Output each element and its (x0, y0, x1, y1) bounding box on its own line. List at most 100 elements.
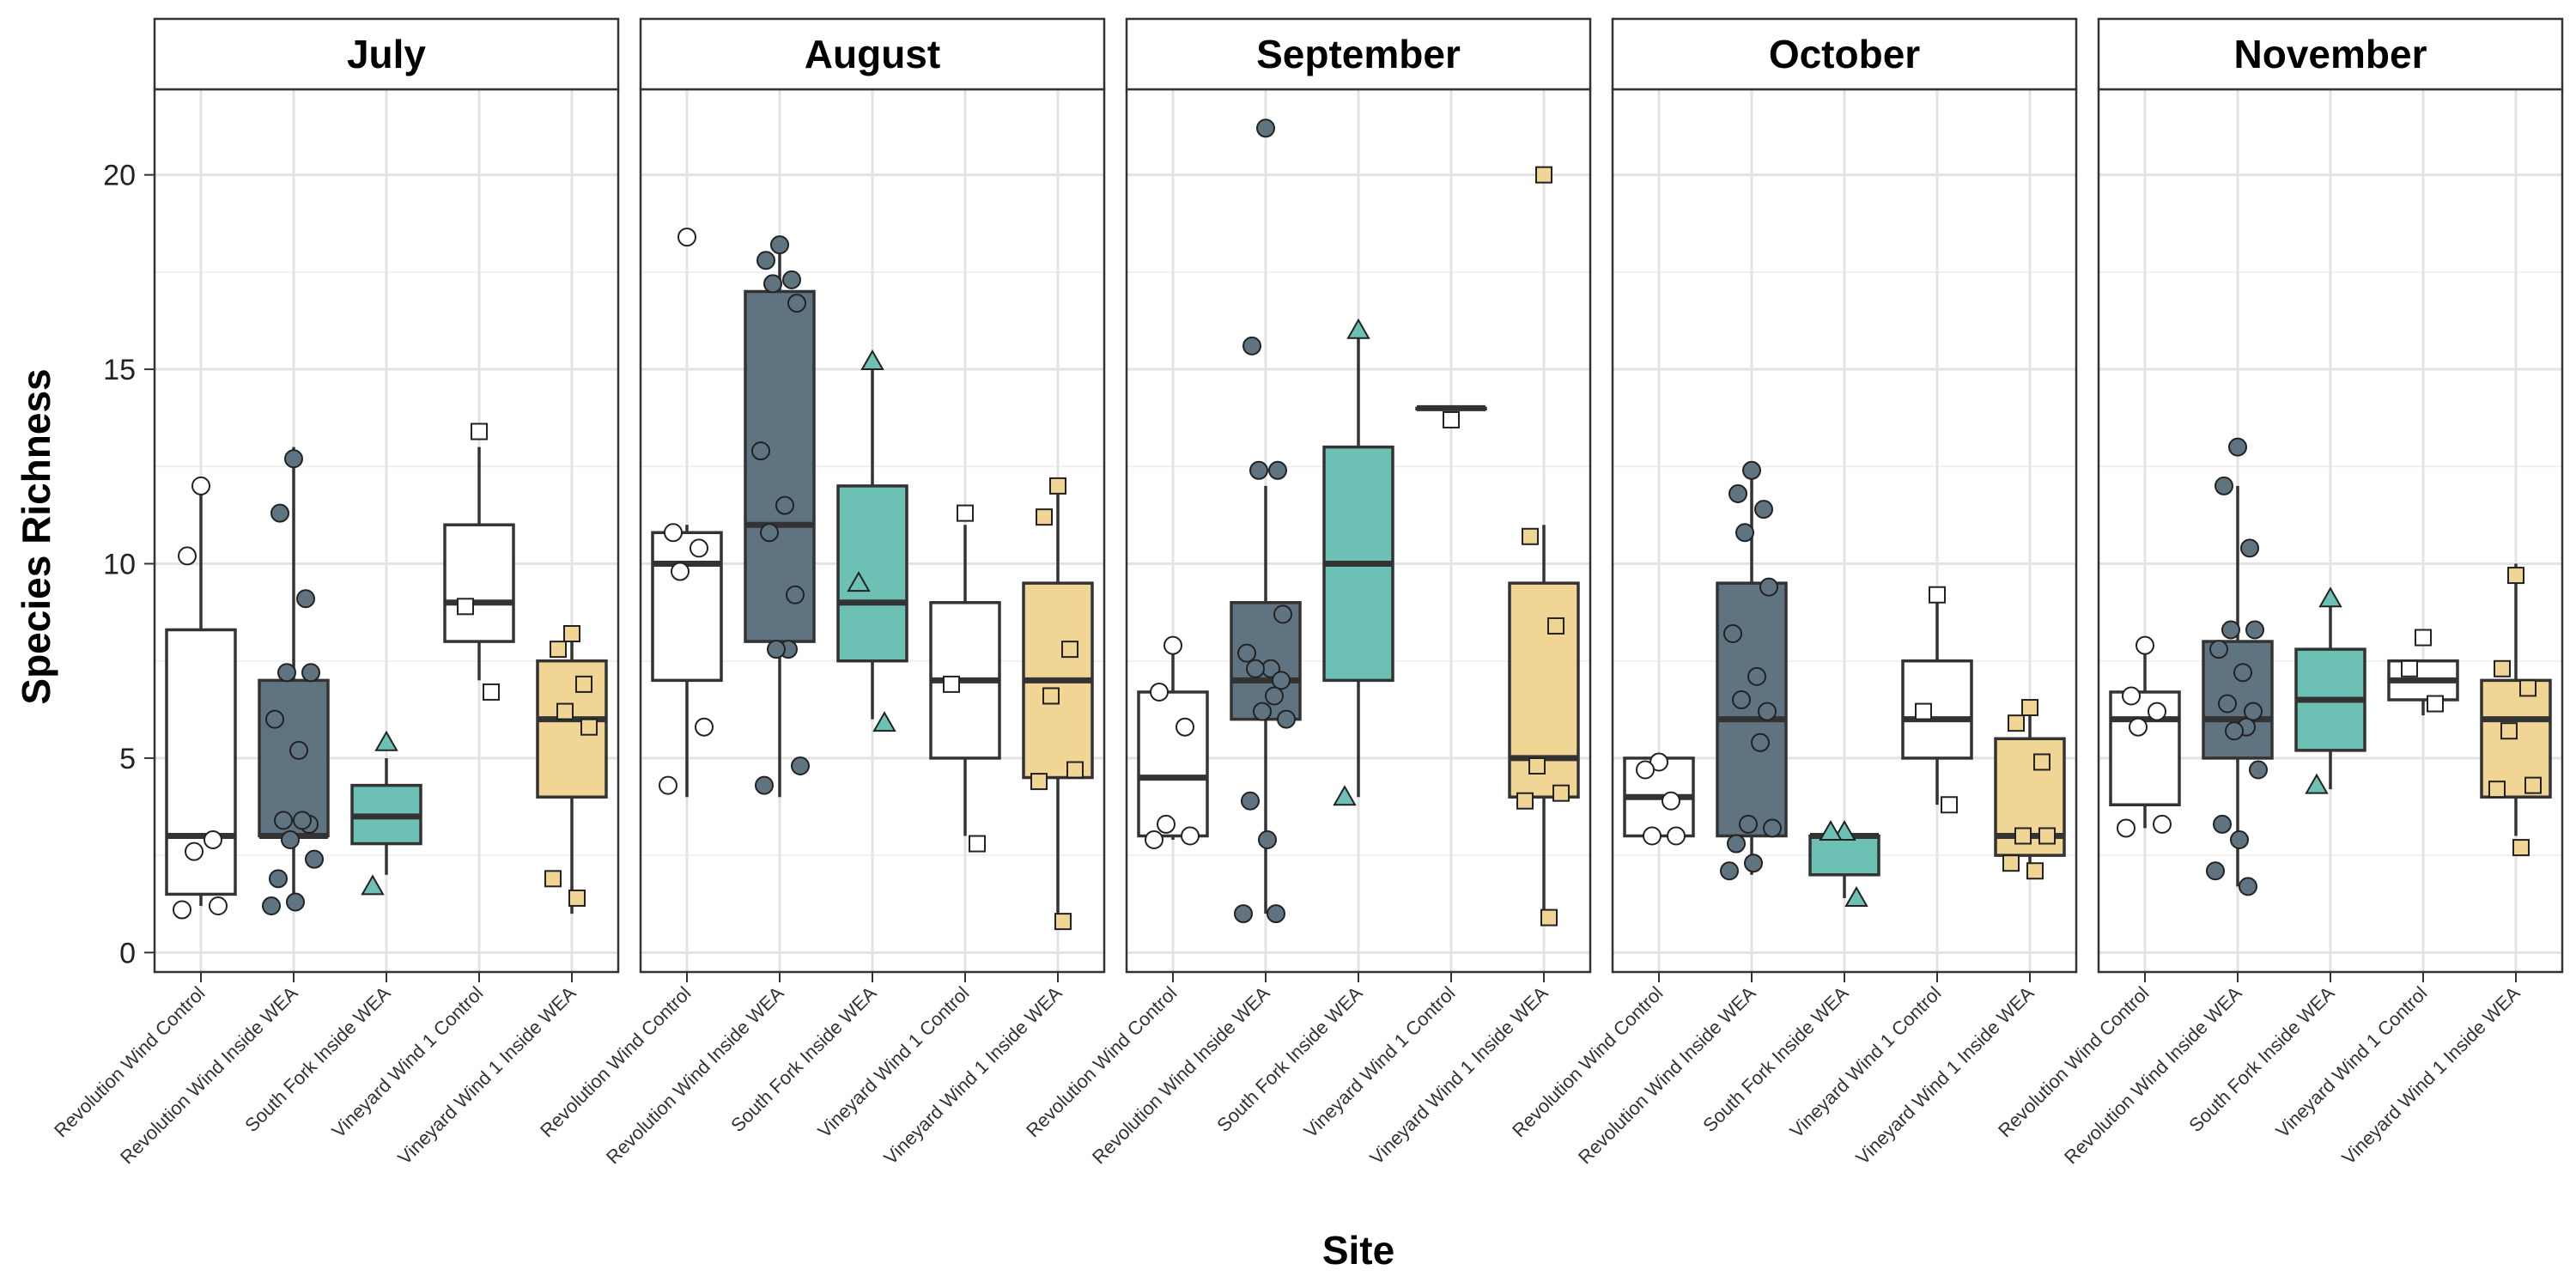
data-point (2014, 827, 2032, 845)
data-point (2038, 827, 2056, 845)
x-tick-label: Vineyard Wind 1 Inside WEA (393, 982, 580, 1169)
box (443, 523, 515, 643)
data-point (1763, 818, 1782, 838)
data-point (550, 641, 567, 659)
data-point (191, 476, 210, 495)
data-point (2507, 567, 2524, 585)
box (2109, 690, 2181, 807)
data-point (763, 274, 782, 294)
data-point (1242, 336, 1261, 355)
data-point (1145, 830, 1163, 850)
data-point (2026, 862, 2044, 880)
data-point (1735, 523, 1754, 543)
data-point (1268, 460, 1287, 480)
data-point (2209, 640, 2228, 659)
data-point (2245, 620, 2264, 640)
data-point (2002, 854, 2020, 872)
data-point (1054, 913, 1072, 931)
data-point (787, 294, 806, 313)
data-point (1443, 410, 1460, 428)
data-point (1030, 773, 1048, 791)
data-point (1751, 732, 1770, 752)
data-point (1742, 460, 1761, 480)
data-point (2230, 830, 2249, 850)
data-point (671, 562, 690, 581)
x-axis-title: Site (1322, 1228, 1394, 1273)
data-point (782, 270, 801, 289)
data-point (756, 251, 775, 270)
data-point (301, 663, 320, 683)
data-point (2233, 663, 2252, 683)
data-point (277, 663, 296, 683)
data-point (2318, 586, 2342, 608)
data-point (185, 841, 204, 861)
data-point (2244, 702, 2263, 721)
data-point (2033, 753, 2050, 771)
data-point (1643, 826, 1662, 846)
x-tick-label: Vineyard Wind 1 Inside WEA (1365, 982, 1552, 1169)
data-point (2519, 679, 2537, 697)
data-point (262, 896, 281, 916)
data-point (775, 495, 794, 515)
x-tick-label: Vineyard Wind 1 Control (2272, 982, 2432, 1142)
facet-strip-label: October (1769, 32, 1920, 76)
y-axis-title: Species Richness (14, 368, 58, 704)
data-point (1267, 904, 1285, 924)
data-point (1237, 643, 1256, 663)
x-tick-label: Vineyard Wind 1 Control (328, 982, 488, 1142)
data-point (204, 830, 222, 850)
x-tick-label: Revolution Wind Inside WEA (602, 982, 788, 1169)
data-point (1636, 760, 1655, 780)
data-point (457, 598, 474, 616)
y-tick-label: 10 (103, 548, 136, 580)
data-point (760, 523, 779, 543)
y-tick-label: 5 (119, 743, 136, 775)
data-point (1036, 508, 1053, 526)
data-point (2021, 699, 2038, 717)
data-point (2427, 695, 2444, 713)
data-point (2008, 714, 2025, 732)
data-point (1272, 671, 1291, 690)
data-point (2153, 814, 2172, 834)
data-point (1522, 527, 1539, 545)
data-point (1728, 483, 1747, 503)
data-point (2228, 437, 2247, 457)
data-point (1333, 785, 1357, 806)
data-point (969, 835, 986, 853)
y-tick-label: 0 (119, 937, 136, 969)
data-point (1929, 586, 1946, 604)
data-point (265, 709, 284, 729)
data-point (751, 441, 770, 461)
data-point (2225, 721, 2244, 741)
data-point (568, 889, 586, 907)
facet-strip (1611, 17, 2078, 91)
data-point (2221, 620, 2240, 640)
data-point (767, 640, 786, 659)
data-point (1759, 577, 1778, 597)
box (1808, 834, 1880, 877)
data-point (1249, 460, 1268, 480)
data-point (786, 585, 805, 605)
data-point (293, 811, 312, 830)
data-point (1181, 826, 1200, 846)
data-point (284, 449, 303, 469)
data-point (1754, 500, 1773, 519)
data-point (1747, 666, 1766, 686)
x-tick-label: Vineyard Wind 1 Inside WEA (2337, 982, 2524, 1169)
data-point (1528, 756, 1546, 775)
data-point (1256, 118, 1275, 138)
data-point (1732, 690, 1751, 709)
data-point (1066, 761, 1084, 779)
data-point (2117, 818, 2136, 838)
data-point (374, 730, 398, 751)
data-point (2213, 814, 2232, 834)
data-point (791, 756, 810, 775)
data-point (1552, 784, 1570, 802)
data-point (1844, 885, 1868, 907)
data-point (2415, 629, 2432, 647)
data-point (209, 896, 228, 916)
data-point (1819, 819, 1843, 841)
box (1901, 659, 1973, 760)
data-point (2129, 717, 2148, 737)
x-tick-label: Vineyard Wind 1 Inside WEA (879, 982, 1066, 1169)
